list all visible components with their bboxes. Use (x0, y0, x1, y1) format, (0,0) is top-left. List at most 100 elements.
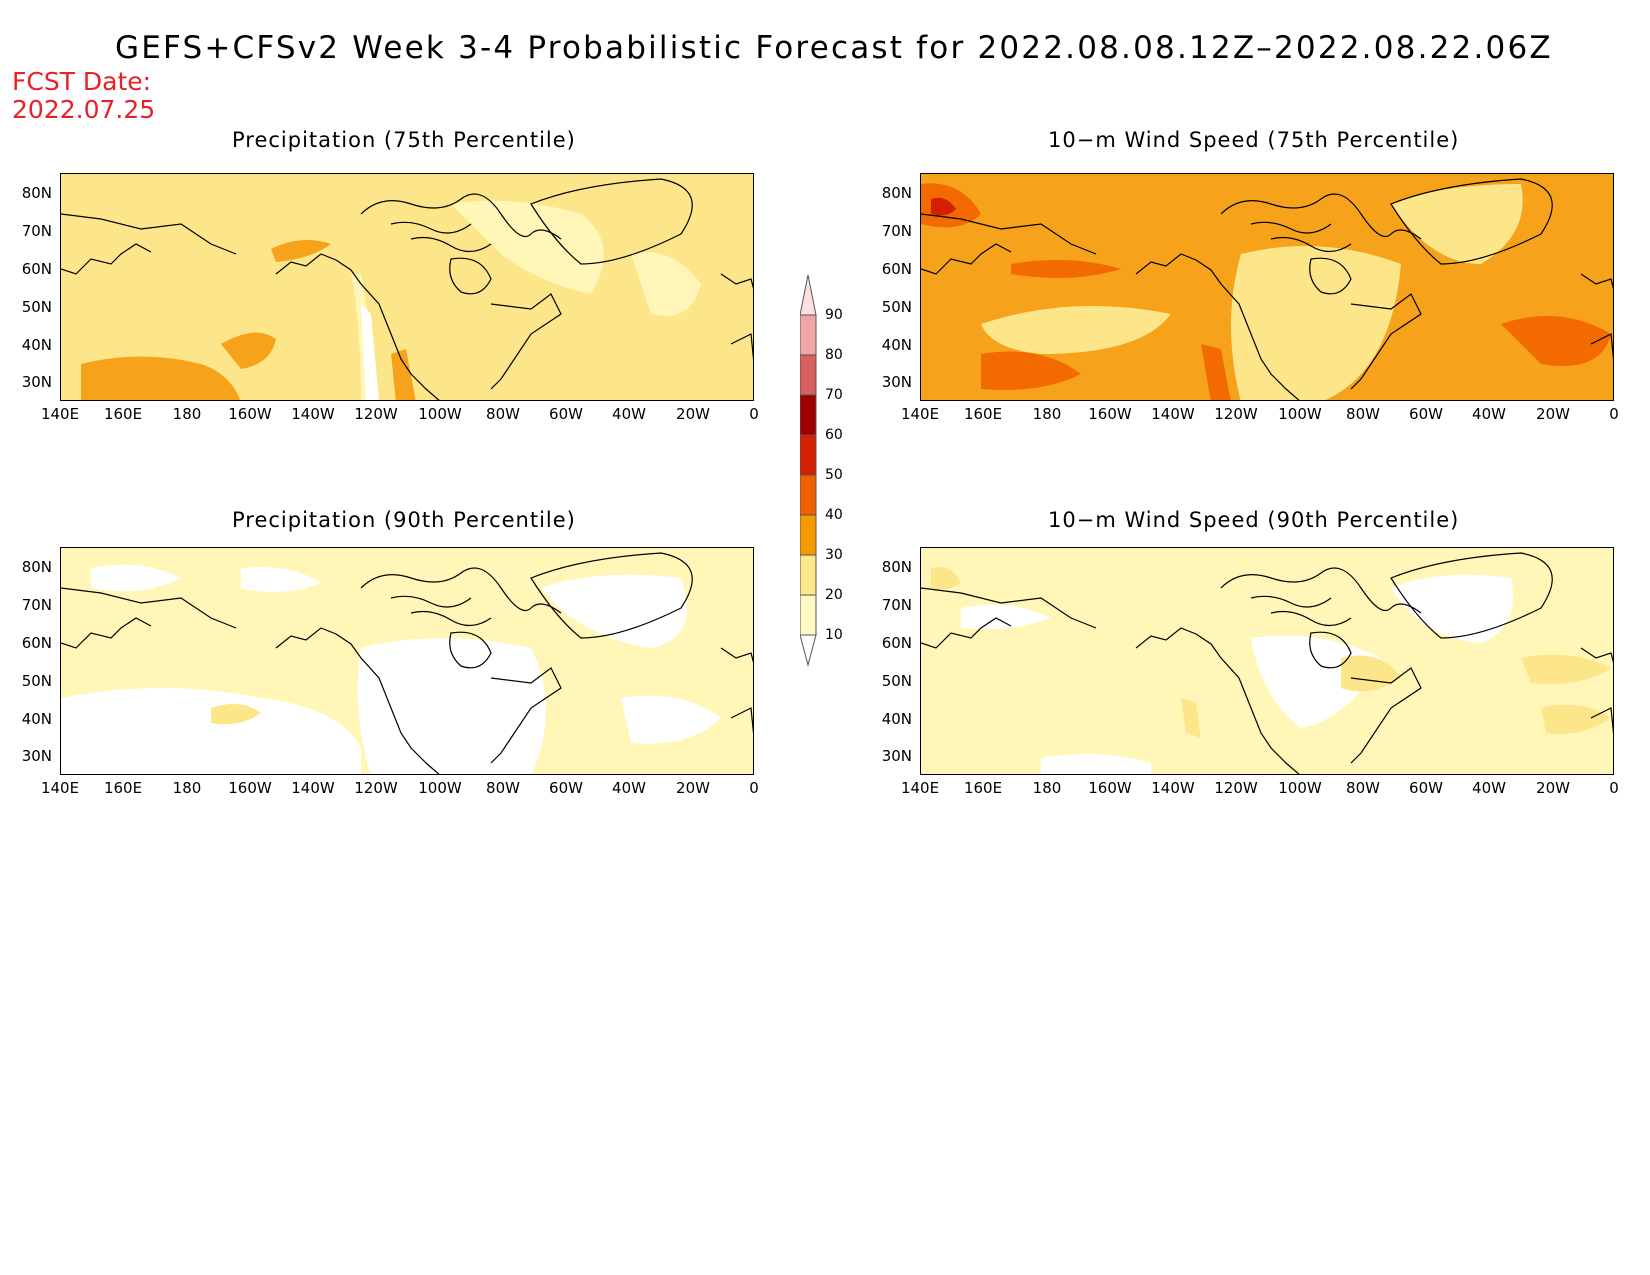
coastline (1135, 253, 1300, 400)
probability-region (361, 304, 379, 400)
lon-tick-label: 80W (486, 779, 520, 797)
lon-tick-label: 100W (418, 405, 462, 423)
coastline (360, 193, 562, 240)
coastline (1220, 193, 1422, 240)
colorbar-label: 50 (825, 467, 843, 483)
probability-region (981, 306, 1171, 354)
main-title: GEFS+CFSv2 Week 3-4 Probabilistic Foreca… (115, 30, 1553, 66)
panel-title-wind-90: 10−m Wind Speed (90th Percentile) (1048, 508, 1460, 532)
lat-tick-label: 30N (21, 373, 52, 391)
colorbar-swatch (800, 274, 817, 316)
map-wind-75 (920, 173, 1614, 401)
probability-region (1501, 316, 1611, 366)
map-precip-75 (60, 173, 754, 401)
colorbar-label: 70 (825, 387, 843, 403)
lon-tick-label: 40W (612, 779, 646, 797)
colorbar-swatch (800, 514, 817, 556)
lon-tick-label: 0 (1609, 779, 1619, 797)
coastline (1250, 595, 1332, 608)
coastline (1220, 567, 1422, 614)
lat-tick-label: 40N (881, 710, 912, 728)
lon-tick-label: 160W (228, 779, 272, 797)
lon-tick-label: 120W (354, 405, 398, 423)
probability-region (1391, 574, 1513, 643)
fcst-date-caption: FCST Date: (12, 67, 152, 96)
coastline (61, 617, 152, 649)
lat-tick-label: 80N (21, 184, 52, 202)
coastline (1350, 667, 1422, 764)
probability-region (1231, 246, 1401, 400)
lon-tick-label: 140E (900, 779, 940, 797)
probability-region (1181, 698, 1201, 738)
coastline (921, 213, 1097, 255)
coastline (410, 610, 492, 627)
colorbar-label: 10 (825, 627, 843, 643)
lon-tick-label: 160W (228, 405, 272, 423)
lon-tick-label: 60W (1409, 779, 1443, 797)
coastline (730, 707, 753, 735)
colorbar-label: 80 (825, 347, 843, 363)
colorbar-swatch (800, 434, 817, 476)
lat-tick-label: 30N (21, 747, 52, 765)
lon-tick-label: 160E (103, 405, 143, 423)
coastline (449, 631, 492, 669)
probability-region (221, 332, 276, 369)
coastline (1580, 647, 1613, 663)
colorbar-swatch (800, 354, 817, 396)
fcst-date-value: 2022.07.25 (12, 95, 156, 124)
coastline (720, 273, 753, 289)
lon-tick-label: 180 (1032, 779, 1062, 797)
coastline (921, 587, 1097, 629)
lon-tick-label: 140E (900, 405, 940, 423)
coastline (449, 257, 492, 295)
lat-tick-label: 60N (881, 260, 912, 278)
coastline (1309, 257, 1352, 295)
lon-tick-label: 60W (549, 779, 583, 797)
map-wind-90 (920, 547, 1614, 775)
probability-region (61, 688, 361, 774)
coastline (530, 178, 693, 265)
lon-tick-label: 160E (963, 779, 1003, 797)
lon-tick-label: 140W (1151, 405, 1195, 423)
coastline (1250, 221, 1332, 234)
lon-tick-label: 0 (1609, 405, 1619, 423)
lat-tick-label: 60N (881, 634, 912, 652)
colorbar-label: 20 (825, 587, 843, 603)
lon-tick-label: 140W (1151, 779, 1195, 797)
lat-tick-label: 40N (881, 336, 912, 354)
lon-tick-label: 80W (486, 405, 520, 423)
lon-tick-label: 100W (1278, 779, 1322, 797)
coastline (530, 552, 693, 639)
lon-tick-label: 120W (1214, 405, 1258, 423)
coastline (921, 617, 1012, 649)
lat-tick-label: 50N (881, 672, 912, 690)
map-precip-90 (60, 547, 754, 775)
lat-tick-label: 30N (881, 747, 912, 765)
probability-region (621, 695, 721, 744)
lon-tick-label: 20W (676, 405, 710, 423)
lat-tick-label: 30N (881, 373, 912, 391)
lon-tick-label: 100W (418, 779, 462, 797)
lon-tick-label: 160E (963, 405, 1003, 423)
probability-region (91, 564, 181, 592)
panel-title-precip-75: Precipitation (75th Percentile) (232, 128, 576, 152)
lon-tick-label: 80W (1346, 779, 1380, 797)
probability-region (631, 252, 701, 316)
probability-region (1391, 184, 1523, 264)
coastline (61, 243, 152, 275)
coastline (390, 595, 472, 608)
lat-tick-label: 50N (21, 672, 52, 690)
coastline (1350, 293, 1422, 390)
coastline (1590, 707, 1613, 735)
forecast-date-label: FCST Date: 2022.07.25 (12, 68, 155, 124)
coastline (410, 236, 492, 253)
colorbar-swatch (800, 554, 817, 596)
coastline (61, 587, 237, 629)
coastline (1270, 610, 1352, 627)
lon-tick-label: 20W (1536, 779, 1570, 797)
lon-tick-label: 160W (1088, 779, 1132, 797)
probability-region (271, 240, 331, 262)
lon-tick-label: 20W (1536, 405, 1570, 423)
lon-tick-label: 100W (1278, 405, 1322, 423)
probability-region (241, 567, 321, 592)
